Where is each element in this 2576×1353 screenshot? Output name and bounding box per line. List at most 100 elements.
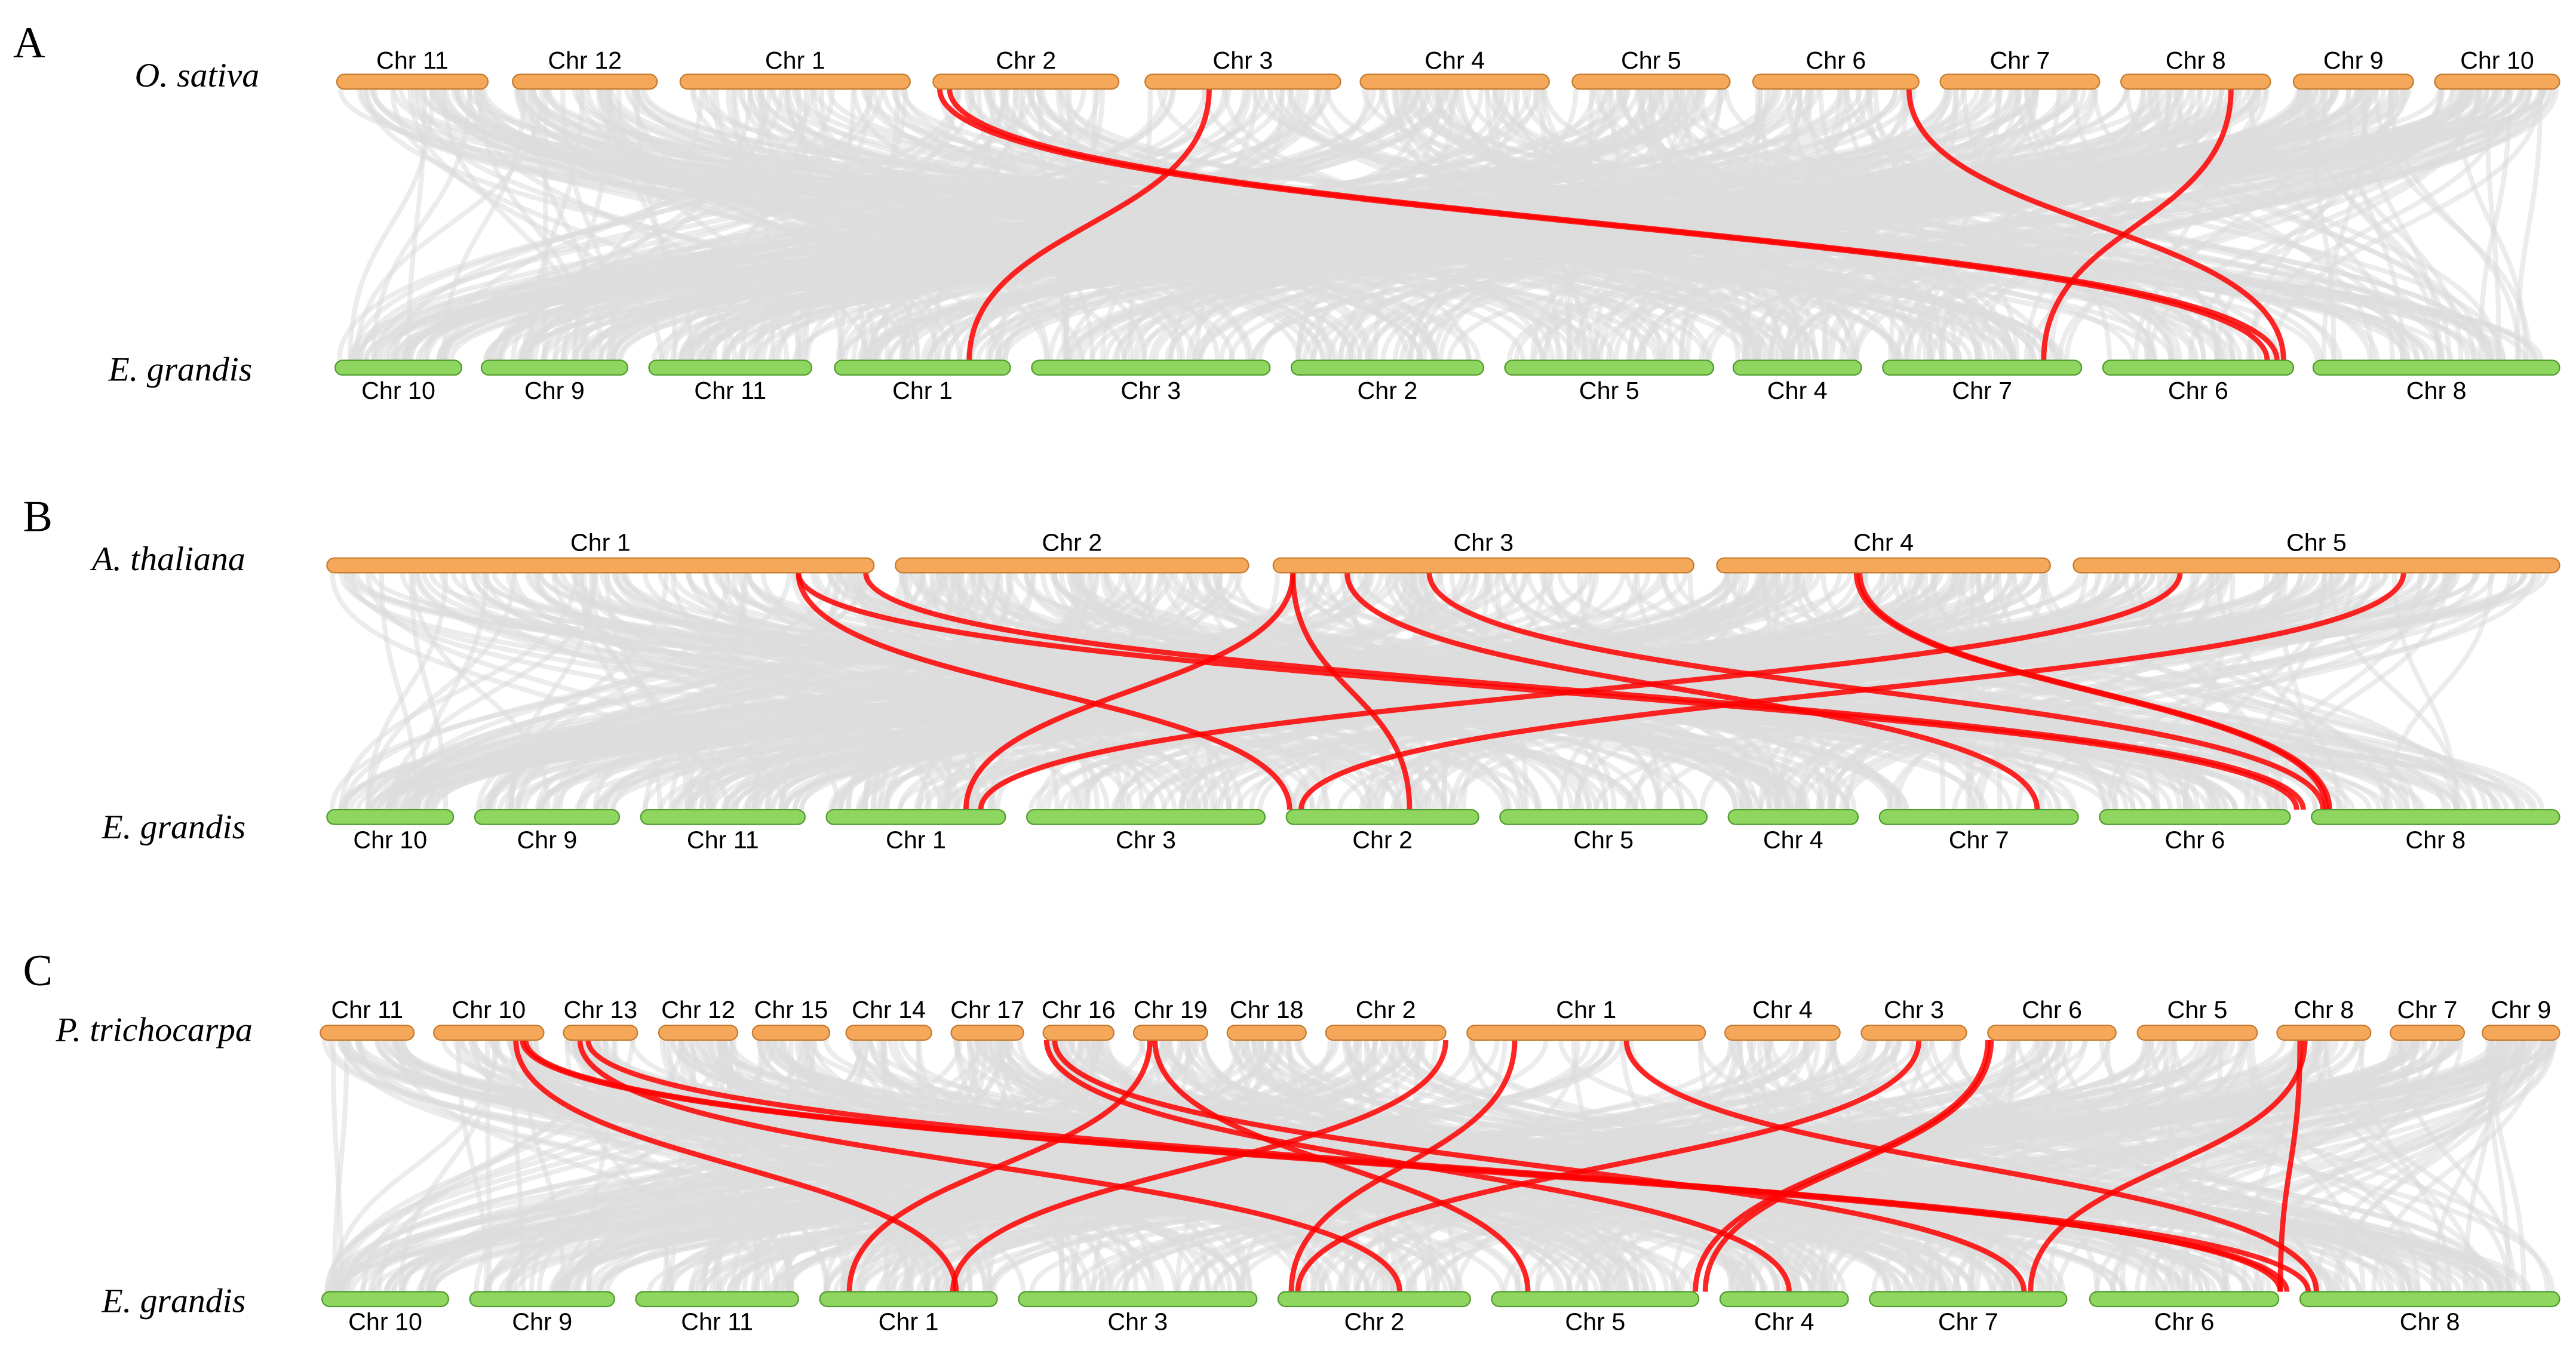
top-chromosome-bar (1132, 1025, 1208, 1041)
background-link (799, 572, 1923, 810)
bottom-chromosome-label: Chr 8 (2405, 826, 2466, 853)
bottom-chromosome-label: Chr 3 (1107, 1308, 1168, 1336)
top-chromosome-bar (1226, 1025, 1307, 1041)
top-species-label: P. trichocarpa (56, 1011, 253, 1048)
highlight-link (513, 1040, 959, 1292)
background-link (855, 1040, 1285, 1292)
background-link (514, 89, 1326, 361)
top-chromosome-label: Chr 9 (2491, 996, 2551, 1023)
bottom-chromosome-bar (2099, 808, 2291, 825)
top-chromosome-label: Chr 11 (376, 47, 449, 74)
background-link (1365, 89, 2182, 361)
bottom-species-label: E. grandis (108, 351, 253, 389)
highlight-link (796, 573, 1292, 810)
background-link (2391, 573, 2459, 810)
background-link (2173, 89, 2501, 361)
background-link (739, 89, 1254, 361)
bottom-chromosome-bar (1031, 359, 1271, 376)
bottom-chromosome-label: Chr 8 (2400, 1308, 2460, 1336)
top-chromosome-bar (1042, 1025, 1115, 1041)
top-chromosomes: Chr 1 Chr 2 Chr 3 Chr 4 Chr 5 (326, 528, 2560, 574)
background-link (1624, 573, 2476, 810)
background-link (602, 573, 1555, 810)
bottom-chromosome-label: Chr 10 (348, 1308, 422, 1336)
top-chromosomes: Chr 11 Chr 12 Chr 1 Chr 2 Chr 3 Chr 4 Chr 5 Chr… (336, 47, 2560, 90)
bottom-chromosomes: Chr 10 Chr 9 Chr 11 Chr 1 Chr 3 Chr 2 Chr 5 Chr… (334, 359, 2560, 404)
background-link (1097, 1040, 2047, 1292)
bottom-chromosome-label: Chr 11 (687, 826, 759, 853)
background-link (2302, 89, 2452, 361)
background-link (1435, 89, 1911, 361)
highlight-link (1702, 1040, 1994, 1292)
background-link (610, 89, 1445, 361)
bottom-chromosome-label: Chr 6 (2154, 1308, 2215, 1336)
background-link (606, 89, 940, 361)
background-link (369, 572, 2212, 810)
top-chromosome-label: Chr 5 (2286, 528, 2347, 556)
panel-letter: A (13, 19, 45, 67)
bottom-chromosome-label: Chr 9 (512, 1308, 572, 1336)
bottom-chromosome-label: Chr 5 (1573, 826, 1634, 853)
background-link (2002, 1040, 2419, 1292)
highlight-link (1693, 1040, 1991, 1292)
top-chromosome-bar (2073, 557, 2560, 574)
background-link (2124, 89, 2487, 361)
bottom-chromosome-bar (2312, 359, 2560, 376)
background-link (711, 89, 960, 361)
top-species-label: A. thaliana (90, 540, 245, 578)
top-chromosome-label: Chr 3 (1884, 996, 1944, 1023)
background-link (1293, 572, 2545, 810)
background-link (1072, 573, 1843, 810)
top-chromosome-label: Chr 12 (548, 47, 622, 74)
bottom-chromosome-label: Chr 1 (886, 826, 946, 853)
top-chromosome-label: Chr 18 (1230, 996, 1304, 1023)
background-link (1001, 89, 1752, 361)
bottom-chromosome-bar (321, 1291, 450, 1308)
background-link (370, 89, 472, 361)
bottom-chromosome-label: Chr 7 (1938, 1308, 1998, 1336)
bottom-chromosome-bar (1026, 808, 1266, 825)
top-chromosome-label: Chr 16 (1042, 996, 1116, 1023)
background-link (1164, 89, 2212, 361)
top-chromosome-label: Chr 7 (1989, 47, 2050, 74)
top-chromosome-bar (658, 1025, 739, 1041)
top-chromosome-bar (1939, 73, 2101, 90)
bottom-chromosome-label: Chr 8 (2406, 377, 2467, 404)
top-chromosome-label: Chr 19 (1134, 996, 1208, 1023)
bottom-chromosome-bar (2089, 1291, 2280, 1308)
highlight-link (950, 1040, 1448, 1292)
top-chromosome-bar (2276, 1025, 2372, 1041)
background-link (758, 89, 1903, 361)
highlight-link (585, 1040, 2283, 1292)
bottom-chromosome-label: Chr 1 (879, 1308, 939, 1336)
background-link (1815, 573, 2230, 810)
top-chromosome-label: Chr 5 (2167, 996, 2228, 1023)
top-chromosome-bar (679, 73, 911, 90)
top-chromosome-label: Chr 4 (1424, 47, 1485, 74)
bottom-chromosomes: Chr 10 Chr 9 Chr 11 Chr 1 Chr 3 Chr 2 Chr 5 Chr… (321, 1291, 2560, 1336)
background-link (561, 89, 772, 361)
panel-letter: B (23, 493, 53, 542)
top-chromosome-bar (2390, 1025, 2466, 1041)
background-link (522, 573, 1592, 810)
bottom-chromosome-bar (1719, 1291, 1849, 1308)
bottom-chromosome-bar (1727, 808, 1859, 825)
top-chromosome-label: Chr 10 (452, 996, 526, 1023)
panel-c: C P. trichocarpa E. grandis Chr 11 Chr 10… (23, 946, 2560, 1336)
background-link (368, 1040, 1076, 1292)
background-link (2332, 1040, 2521, 1292)
bottom-chromosome-bar (2102, 359, 2294, 376)
background-link (1699, 573, 2200, 810)
bottom-chromosome-bar (1869, 1291, 2068, 1308)
highlight-link (1623, 1040, 2319, 1292)
top-chromosome-bar (894, 557, 1249, 574)
background-link (1251, 89, 2469, 361)
top-chromosome-label: Chr 13 (563, 996, 637, 1023)
background-link (920, 89, 1778, 361)
background-link (1930, 89, 2446, 361)
background-link (1502, 1040, 2087, 1292)
background-links (330, 572, 2550, 810)
top-chromosome-bar (1571, 73, 1731, 90)
background-link (558, 1040, 2460, 1292)
highlight-link (2041, 89, 2234, 361)
